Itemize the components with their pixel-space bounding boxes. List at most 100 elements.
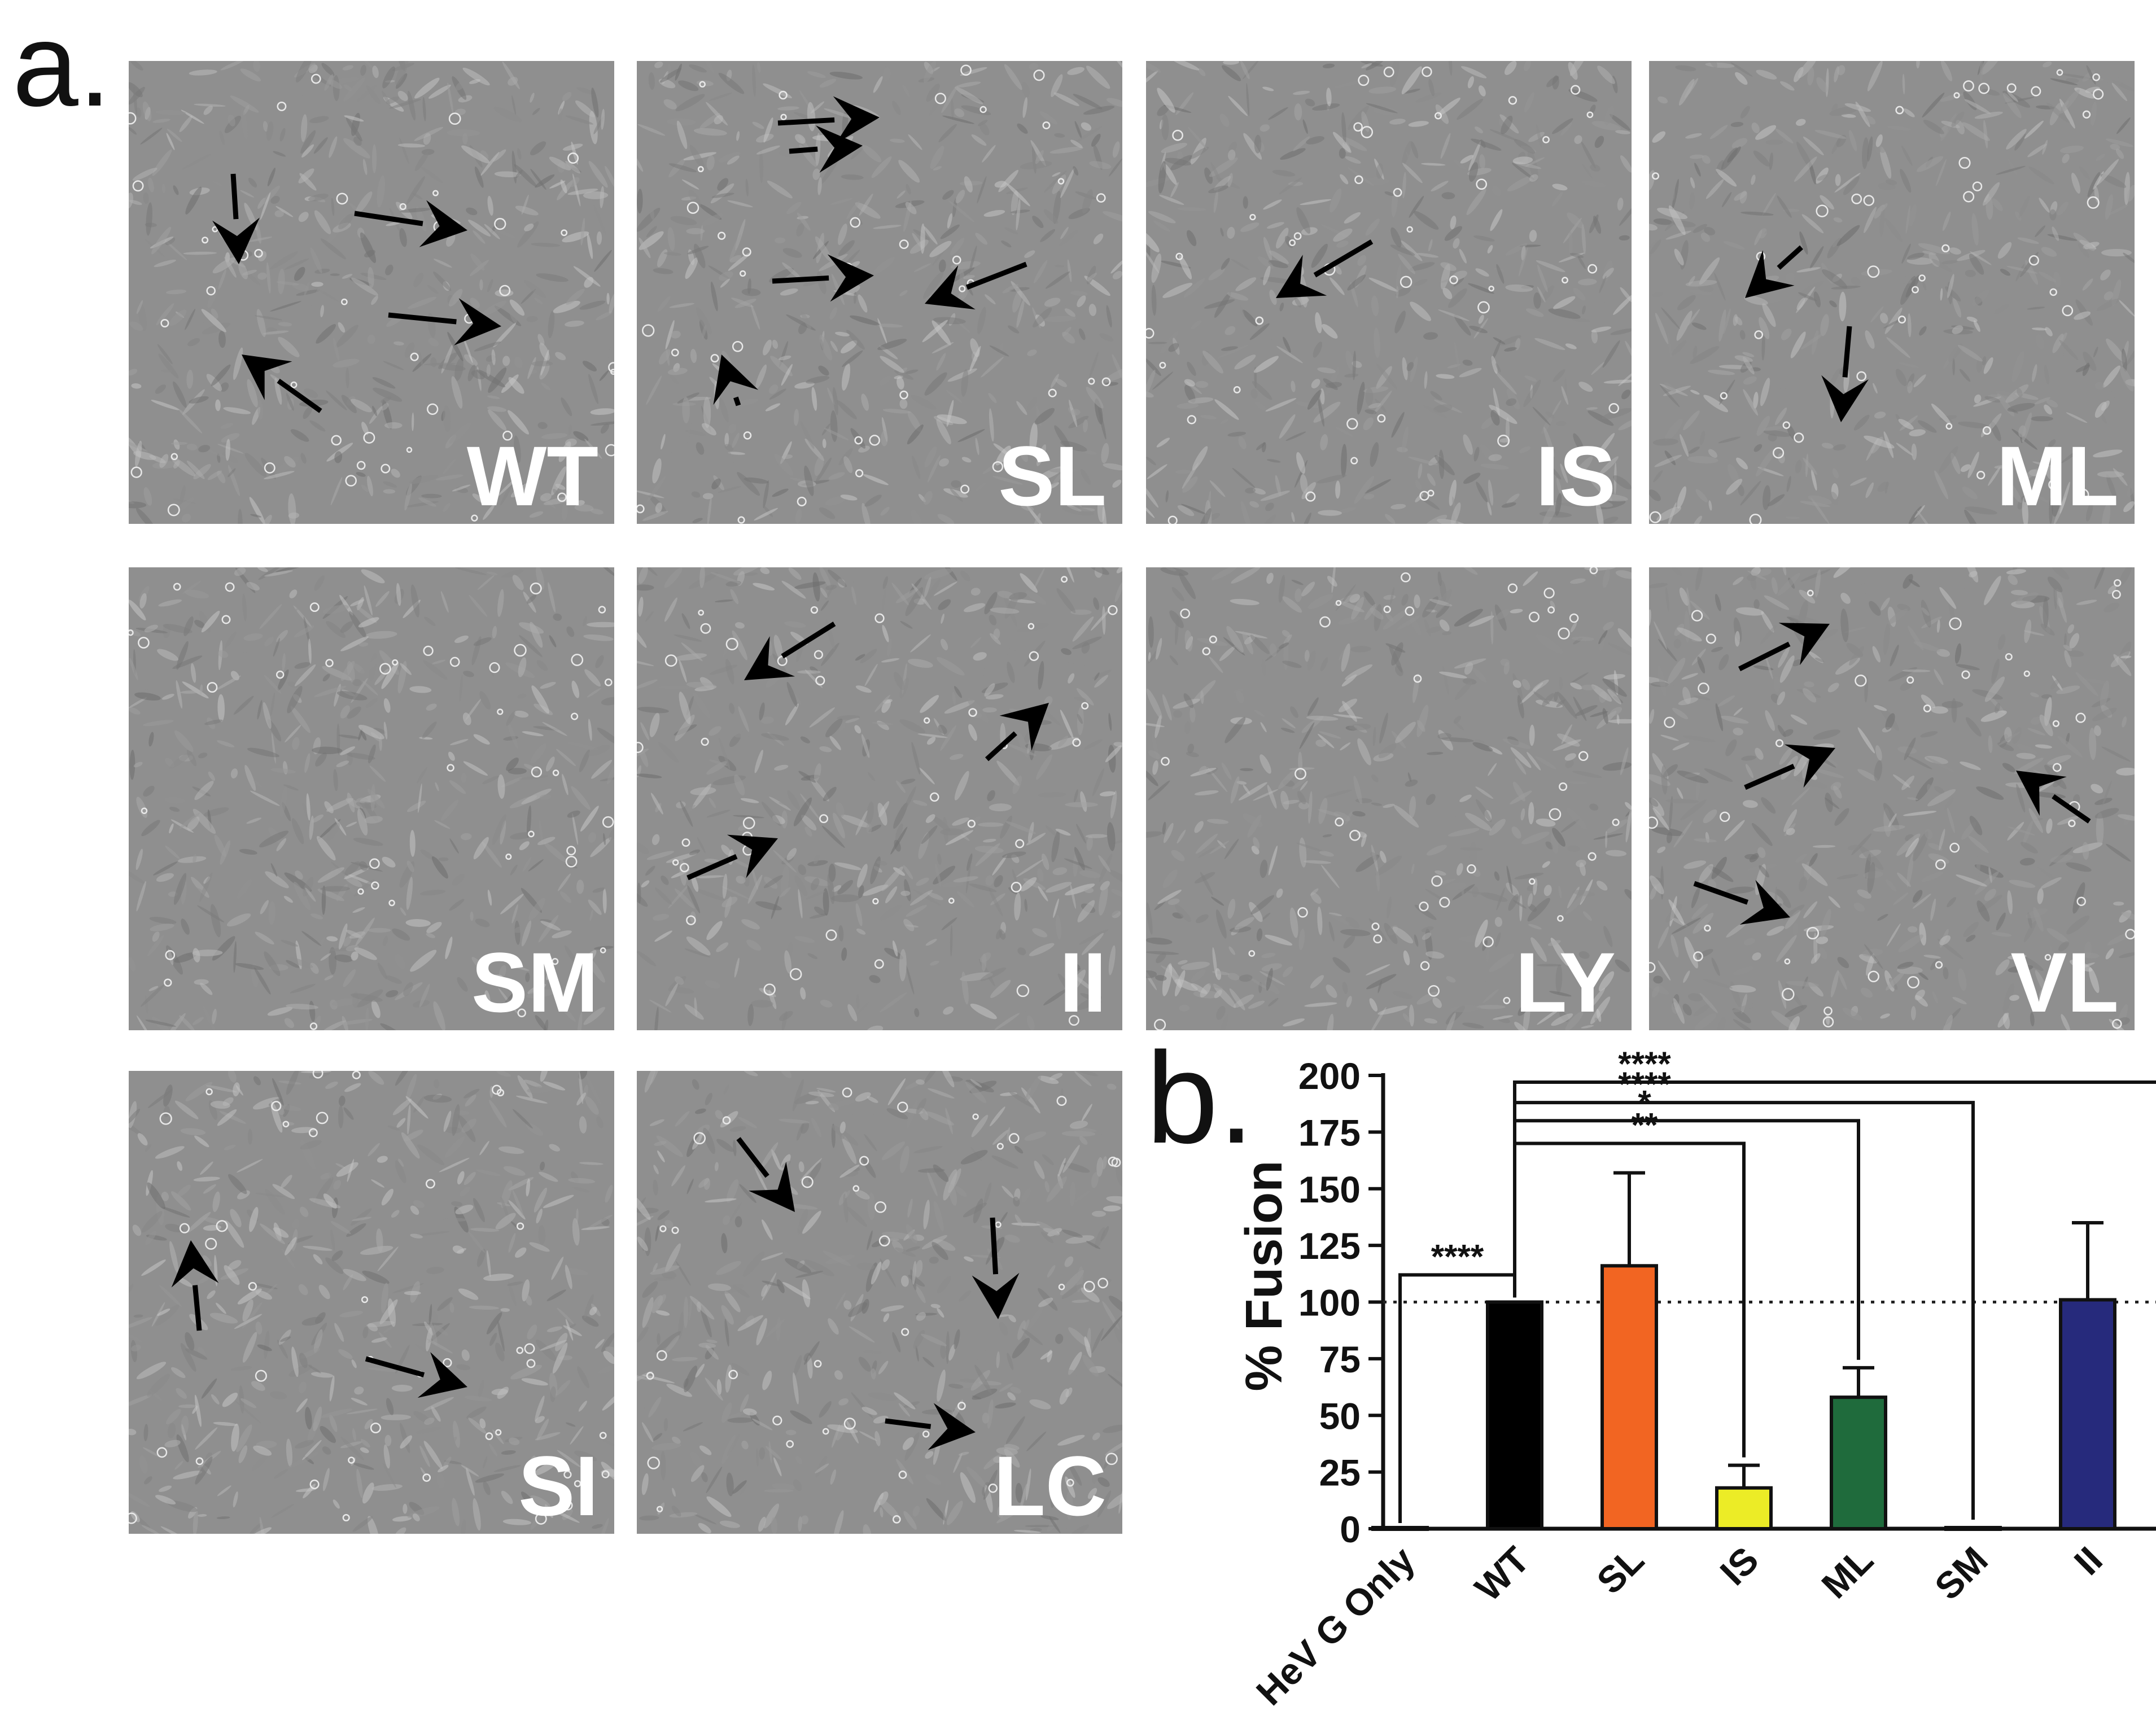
arrow-icon (990, 1217, 999, 1275)
y-tick-label: 200 (1298, 1055, 1361, 1097)
cell-texture (129, 567, 614, 1030)
arrowhead-icon (972, 1272, 1020, 1319)
y-tick-label: 0 (1340, 1508, 1361, 1550)
micrograph-wt: WT (129, 61, 614, 524)
cell-texture (637, 567, 1122, 1030)
arrowhead-icon (727, 834, 778, 878)
micrograph-si: SI (129, 1071, 614, 1534)
significance-label: **** (1618, 1045, 1671, 1083)
arrow-annotations (1745, 245, 1869, 422)
x-tick-label: WT (1467, 1539, 1537, 1609)
micrograph-label: SI (518, 1438, 598, 1533)
cell-texture (129, 1071, 614, 1534)
bar-sm (1944, 1525, 2002, 1531)
y-tick-label: 175 (1298, 1112, 1361, 1153)
arrow-icon (1777, 245, 1804, 270)
arrowhead-icon (816, 125, 863, 173)
arrowhead-icon (744, 636, 795, 680)
significance-label: **** (1618, 1065, 1671, 1103)
micrograph-label: II (1059, 935, 1107, 1030)
arrow-icon (985, 731, 1017, 762)
arrow-icon (885, 1418, 932, 1429)
arrowhead-icon (1821, 375, 1869, 422)
arrow-icon (777, 117, 835, 126)
x-tick-label: ML (1813, 1539, 1881, 1607)
arrow-icon (965, 261, 1027, 290)
x-tick-label: SL (1589, 1539, 1652, 1602)
arrow-annotations (212, 173, 501, 413)
chart-marks: 0 25 50 75 100 125 150 175 200 HeV G Only WT SL IS ML… (1248, 1045, 2156, 1713)
arrowhead-icon (417, 1352, 467, 1398)
micrograph-label: LC (994, 1438, 1107, 1533)
micrograph-is: IS (1146, 61, 1632, 524)
arrow-icon (388, 312, 457, 325)
micrograph-lc: LC (637, 1071, 1122, 1534)
arrowhead-icon (1784, 744, 1835, 788)
arrow-icon (733, 396, 741, 406)
arrowhead-icon (454, 298, 501, 345)
arrow-annotations (713, 96, 1027, 406)
significance-label: ** (1632, 1106, 1658, 1144)
x-tick-label: IS (1712, 1539, 1766, 1593)
y-axis-label: % Fusion (1235, 1161, 1293, 1392)
x-tick-label: HeV G Only (1248, 1538, 1423, 1713)
arrow-icon (2052, 794, 2091, 824)
micrograph-label: VL (2010, 935, 2119, 1030)
x-tick-label: II (2066, 1539, 2110, 1583)
arrow-icon (1842, 326, 1852, 378)
y-tick-label: 25 (1319, 1452, 1361, 1494)
arrow-icon (1693, 881, 1749, 905)
micrograph-sm: SM (129, 567, 614, 1030)
panel-b-letter: b. (1146, 1025, 1254, 1170)
micrograph-label: WT (466, 428, 598, 523)
arrow-icon (686, 854, 738, 881)
y-tick-label: 100 (1298, 1282, 1361, 1324)
micrograph-sl: SL (637, 61, 1122, 524)
arrowhead-icon (925, 265, 976, 310)
arrowhead-icon (999, 703, 1049, 751)
arrowhead-icon (1745, 250, 1795, 298)
arrowhead-icon (827, 254, 874, 302)
arrowhead-icon (928, 1403, 976, 1450)
bar-sl (1600, 1264, 1658, 1530)
micrograph-label: LY (1515, 935, 1616, 1030)
arrow-annotations (1693, 623, 2091, 925)
arrow-annotations (736, 1137, 1020, 1450)
micrograph-ii: II (637, 567, 1122, 1030)
arrowhead-icon (242, 355, 292, 400)
significance-bracket (1513, 1119, 1860, 1360)
bar-is (1715, 1486, 1773, 1530)
cell-texture (129, 61, 614, 524)
micrograph-ml: ML (1649, 61, 2135, 524)
y-tick-label: 125 (1298, 1225, 1361, 1267)
bar-ml (1830, 1395, 1887, 1530)
cell-texture (637, 61, 1122, 524)
micrograph-label: SM (471, 935, 598, 1030)
arrow-annotations (171, 1240, 467, 1398)
arrow-icon (1313, 239, 1374, 278)
y-tick-label: 75 (1319, 1338, 1361, 1380)
cell-texture (1146, 567, 1632, 1030)
arrow-icon (354, 211, 423, 226)
bar-hev-g-only (1371, 1525, 1429, 1531)
y-tick-label: 50 (1319, 1395, 1361, 1437)
arrow-icon (230, 173, 239, 220)
arrowhead-icon (1778, 623, 1830, 666)
micrograph-label: SL (998, 428, 1107, 523)
arrowhead-icon (212, 217, 260, 264)
micrograph-ly: LY (1146, 567, 1632, 1030)
panel-a-letter: a. (12, 0, 112, 131)
cell-texture (1649, 61, 2135, 524)
cell-texture (637, 1071, 1122, 1534)
arrow-icon (789, 146, 818, 154)
arrowhead-icon (1739, 880, 1790, 925)
arrow-icon (365, 1356, 425, 1377)
micrograph-label: ML (1996, 428, 2119, 523)
arrowhead-icon (1276, 255, 1327, 298)
arrowhead-icon (748, 1162, 795, 1212)
arrow-annotations (686, 622, 1049, 881)
arrow-icon (1738, 641, 1791, 672)
arrowhead-icon (713, 355, 759, 405)
significance-bracket (1513, 1080, 2156, 1298)
